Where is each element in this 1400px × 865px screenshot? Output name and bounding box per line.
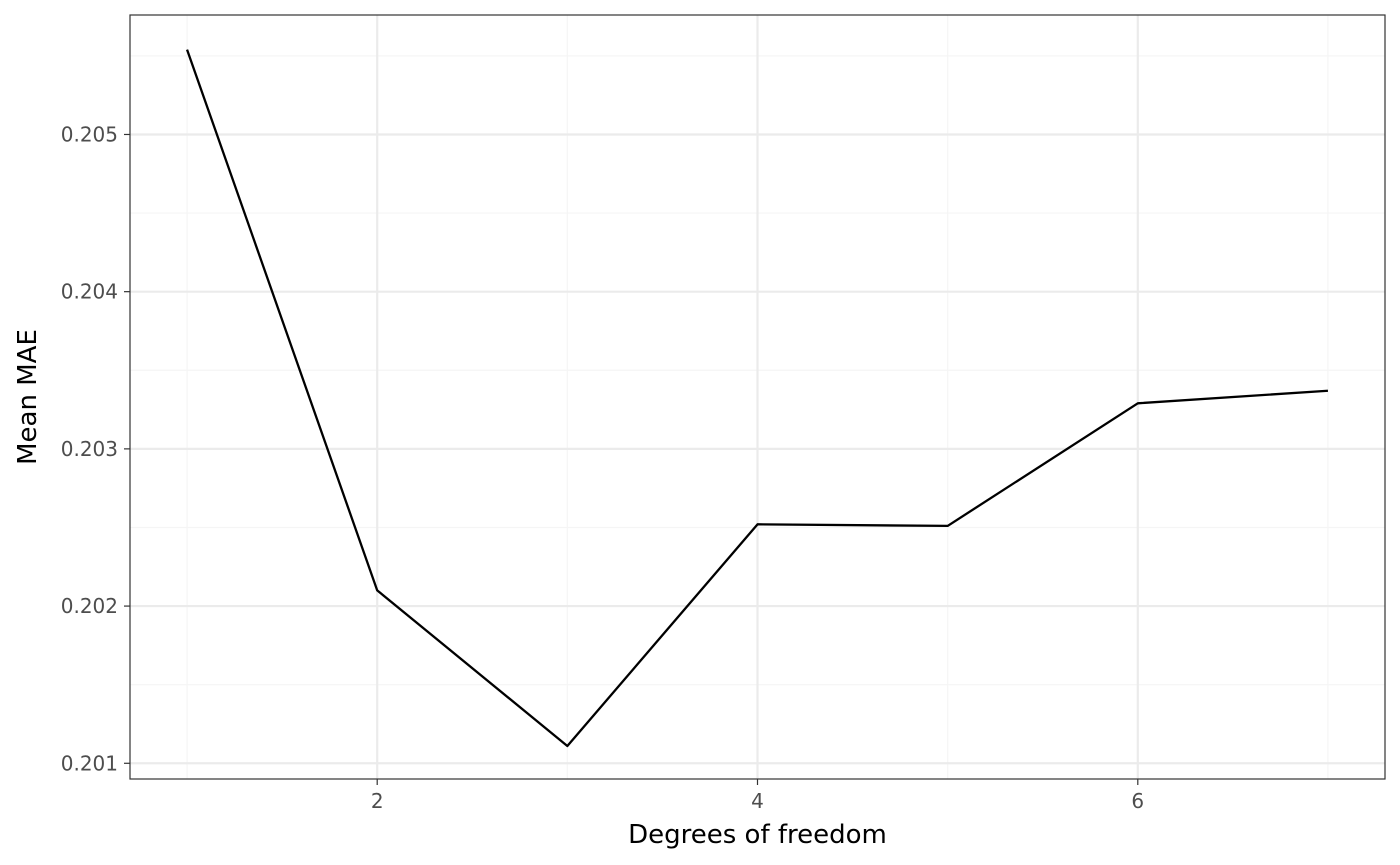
y-tick-label: 0.205 [61,122,118,146]
y-axis-title: Mean MAE [13,329,43,465]
x-tick-label: 2 [371,789,384,813]
y-tick-label: 0.204 [61,280,118,304]
x-axis-ticks: 2 4 6 [371,779,1144,813]
series-line [185,49,1329,748]
y-tick-label: 0.201 [61,751,118,775]
series-layer [185,49,1329,748]
major-gridlines [130,15,1385,779]
x-tick-label: 4 [751,789,764,813]
y-tick-label: 0.202 [61,594,118,618]
y-tick-label: 0.203 [61,437,118,461]
x-axis-title: Degrees of freedom [628,820,887,850]
x-tick-label: 6 [1131,789,1144,813]
y-axis-ticks: 0.201 0.202 0.203 0.204 0.205 [61,122,130,775]
